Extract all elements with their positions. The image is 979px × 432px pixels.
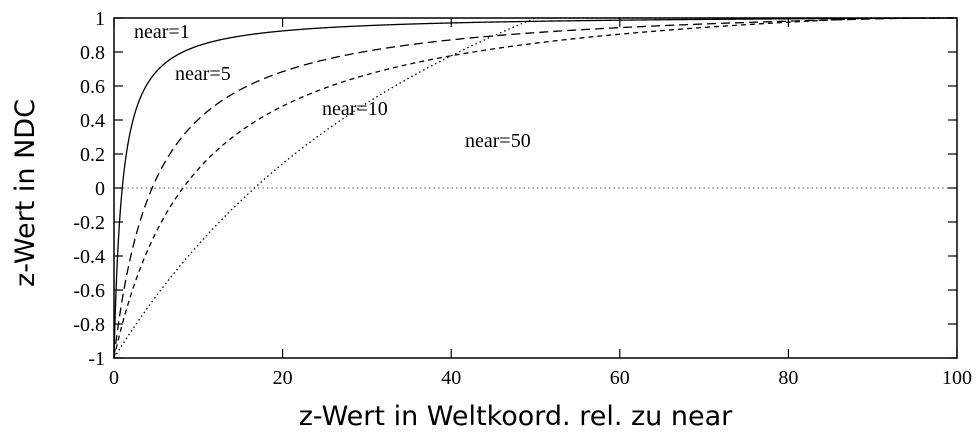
series-label-near-10: near=10 [322,98,388,120]
y-axis-title: z-Wert in NDC [10,99,41,287]
y-tick-label: 0.4 [80,110,105,132]
y-tick-label: -0.2 [73,212,105,234]
series-line-near-10 [113,17,957,359]
y-tick-label: 1 [95,8,105,30]
series-line-near-5 [113,17,957,359]
x-tick-label: 0 [109,367,119,389]
axes [113,17,958,359]
y-tick-label: -0.4 [73,246,105,268]
labels: -1 -0.8 -0.6 -0.4 -0.2 0 0.2 0.4 0.6 0.8 1 0 20 40 60 8… [10,8,972,432]
plot-area [113,17,957,359]
y-tick-label: -0.8 [73,314,105,336]
y-tick-label: -0.6 [73,280,105,302]
x-axis-title: z-Wert in Weltkoord. rel. zu near [299,401,733,432]
y-tick-label: 0.8 [80,42,105,64]
x-tick-label: 80 [778,367,798,389]
y-tick-label: 0.6 [80,76,105,98]
series-label-near-1: near=1 [134,21,190,43]
series-line-near-1 [113,17,957,358]
series-label-near-5: near=5 [175,63,231,85]
y-tick-label: 0 [95,178,105,200]
series-label-near-50: near=50 [465,130,531,152]
x-tick-label: 60 [610,367,630,389]
y-tick-label: 0.2 [80,144,105,166]
x-tick-label: 20 [273,367,293,389]
x-tick-label: 100 [942,367,972,389]
y-tick-label: -1 [88,348,105,370]
x-tick-label: 40 [441,367,461,389]
